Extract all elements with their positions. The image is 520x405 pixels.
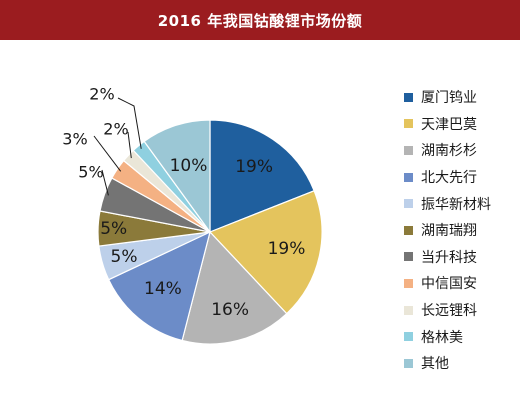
- legend-label: 厦门钨业: [421, 90, 477, 107]
- pie-slice-1: [209, 119, 315, 233]
- legend-label: 北大先行: [421, 170, 477, 187]
- legend-swatch: [404, 225, 413, 235]
- legend-swatch: [404, 119, 413, 129]
- legend-item-11: 其他: [404, 350, 518, 377]
- legend-item-6: 湖南瑞翔: [404, 217, 518, 244]
- legend-label: 长远锂科: [421, 303, 477, 320]
- legend-swatch: [404, 332, 413, 342]
- legend-item-9: 长远锂科: [404, 297, 518, 324]
- legend-swatch: [404, 252, 413, 262]
- legend: 厦门钨业天津巴莫湖南杉杉北大先行振华新材料湖南瑞翔当升科技中信国安长远锂科格林美…: [404, 84, 518, 377]
- pie-slice-11: [143, 119, 211, 234]
- pie-slice-3: [181, 230, 288, 345]
- legend-swatch: [404, 278, 413, 288]
- legend-item-8: 中信国安: [404, 270, 518, 297]
- legend-item-4: 北大先行: [404, 164, 518, 191]
- leader-line-9: [127, 131, 132, 159]
- title-bar: 2016 年我国钴酸锂市场份额: [0, 0, 520, 40]
- slice-value-label-2: 19%: [268, 239, 306, 259]
- pie-labels: 19% 19% 16% 14% 5% 5% 5% 3% 2% 2% 10%: [62, 85, 305, 321]
- legend-swatch: [404, 305, 413, 315]
- slice-value-label-7: 5%: [78, 163, 103, 182]
- slice-value-label-9: 2%: [103, 120, 128, 139]
- legend-label: 其他: [421, 356, 449, 373]
- leader-line-7: [101, 169, 109, 196]
- legend-label: 湖南杉杉: [421, 143, 477, 160]
- legend-swatch: [404, 358, 413, 368]
- legend-swatch: [404, 199, 413, 209]
- slice-value-label-3: 16%: [211, 300, 249, 320]
- legend-label: 天津巴莫: [421, 116, 477, 133]
- legend-label: 格林美: [421, 329, 463, 346]
- chart-title: 2016 年我国钴酸锂市场份额: [157, 11, 363, 30]
- legend-item-7: 当升科技: [404, 244, 518, 271]
- legend-swatch: [404, 172, 413, 182]
- slice-value-label-1: 19%: [235, 157, 273, 177]
- legend-swatch: [404, 92, 413, 102]
- leader-line-10: [117, 97, 142, 149]
- legend-item-10: 格林美: [404, 323, 518, 350]
- pie-slice-4: [107, 230, 211, 342]
- legend-label: 湖南瑞翔: [421, 223, 477, 240]
- legend-label: 中信国安: [421, 276, 477, 293]
- legend-label: 振华新材料: [421, 196, 491, 213]
- slice-value-label-10: 2%: [89, 85, 114, 104]
- legend-item-2: 天津巴莫: [404, 111, 518, 138]
- legend-item-3: 湖南杉杉: [404, 137, 518, 164]
- slice-value-label-8: 3%: [62, 130, 87, 149]
- slice-value-label-11: 10%: [170, 156, 208, 176]
- slice-value-label-5: 5%: [111, 247, 138, 267]
- leader-line-8: [93, 135, 122, 172]
- legend-label: 当升科技: [421, 249, 477, 266]
- pie-slices: [97, 119, 323, 345]
- slice-value-label-6: 5%: [100, 219, 127, 239]
- slice-value-label-4: 14%: [144, 279, 182, 299]
- legend-item-1: 厦门钨业: [404, 84, 518, 111]
- legend-item-5: 振华新材料: [404, 190, 518, 217]
- pie-slice-2: [208, 189, 323, 315]
- legend-swatch: [404, 145, 413, 155]
